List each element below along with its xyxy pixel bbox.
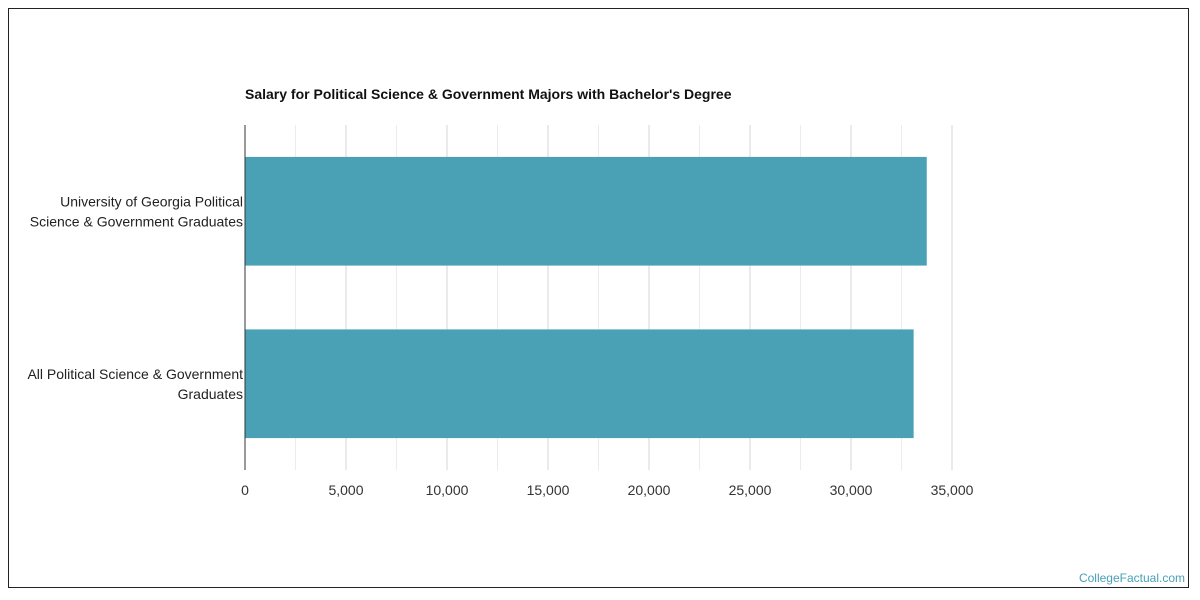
x-tick-label-0: 0: [241, 482, 249, 498]
x-tick-label-1: 5,000: [328, 482, 363, 498]
x-tick-labels: 0 5,000 10,000 15,000 20,000 25,000 30,000 35,0…: [241, 482, 974, 498]
bars: [245, 156, 927, 439]
x-tick-label-2: 10,000: [426, 482, 469, 498]
x-tick-label-3: 15,000: [527, 482, 570, 498]
chart-title: Salary for Political Science & Governmen…: [245, 86, 732, 102]
category-label-0: University of Georgia Political Science &…: [30, 193, 243, 229]
x-tick-label-7: 35,000: [931, 482, 974, 498]
bar-1: [245, 329, 914, 439]
x-tick-label-4: 20,000: [628, 482, 671, 498]
x-tick-label-6: 30,000: [830, 482, 873, 498]
category-labels: University of Georgia Political Science &…: [27, 193, 243, 402]
bar-0: [245, 156, 927, 266]
x-tick-label-5: 25,000: [729, 482, 772, 498]
category-label-1: All Political Science & Government Gradua…: [27, 366, 243, 402]
watermark-text: CollegeFactual.com: [1079, 571, 1185, 585]
